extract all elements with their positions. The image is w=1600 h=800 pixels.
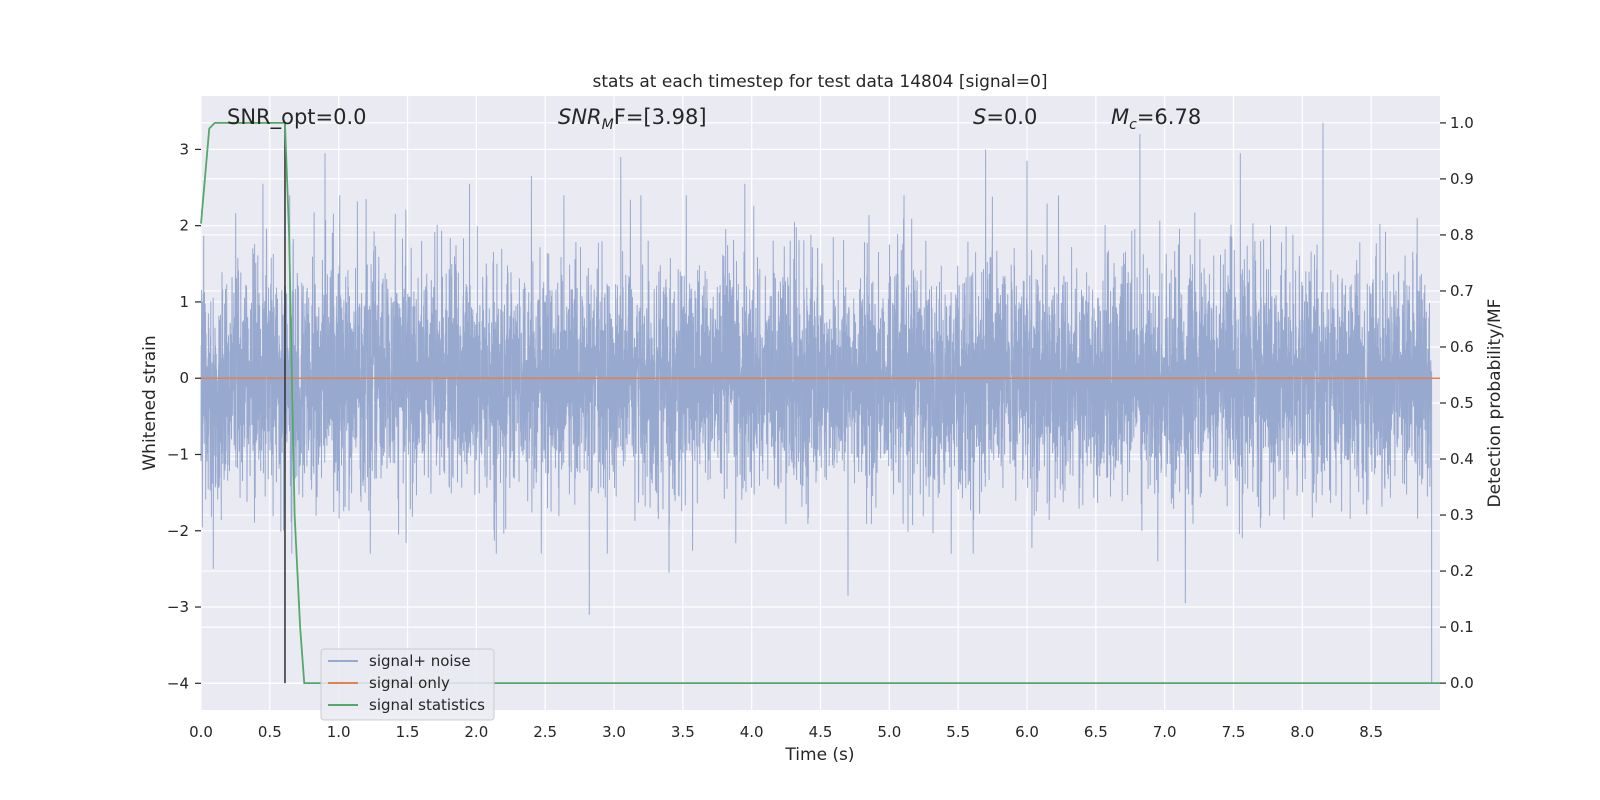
annotation-snr-opt: SNR_opt=0.0 <box>227 105 367 130</box>
x-tick-label: 5.0 <box>877 723 901 741</box>
x-axis-label: Time (s) <box>784 745 854 765</box>
x-tick-label: 2.0 <box>464 723 488 741</box>
y-axis-right: 1.0 0.9 0.8 0.7 0.6 0.5 0.4 0.3 0.2 0.1 0.0 <box>1440 114 1474 692</box>
y-tick-label: −3 <box>167 598 189 616</box>
y-right-tick-label: 0.7 <box>1450 282 1474 300</box>
x-tick-label: 6.0 <box>1015 723 1039 741</box>
y-tick-label: −2 <box>167 522 189 540</box>
annotation-s: S=0.0 <box>973 105 1037 129</box>
y-tick-label: −4 <box>167 674 189 692</box>
y-right-tick-label: 1.0 <box>1450 114 1474 132</box>
x-tick-label: 1.5 <box>396 723 420 741</box>
y-right-tick-label: 0.3 <box>1450 506 1474 524</box>
y-tick-label: 1 <box>179 293 189 311</box>
y-tick-label: 0 <box>179 369 189 387</box>
annotation-mc-rest: =6.78 <box>1137 105 1201 129</box>
x-tick-label: 3.0 <box>602 723 626 741</box>
series-signal-noise-line <box>200 122 1433 684</box>
x-tick-label: 4.0 <box>740 723 764 741</box>
legend-label-signal-statistics: signal statistics <box>369 696 485 714</box>
annotation-mc: Mc=6.78 <box>1111 105 1201 133</box>
legend-box <box>320 648 495 721</box>
x-axis: 0.0 0.5 1.0 1.5 2.0 2.5 3.0 3.5 4.0 4.5 5.0 5.5 6.0 6… <box>189 723 1383 741</box>
y-right-tick-label: 0.4 <box>1450 450 1474 468</box>
y-right-tick-label: 0.2 <box>1450 562 1474 580</box>
x-tick-label: 0.0 <box>189 723 213 741</box>
legend: signal+ noise signal only signal statist… <box>320 648 495 721</box>
y-axis-label: Whitened strain <box>140 335 160 470</box>
legend-label-signal-noise: signal+ noise <box>369 652 471 670</box>
annotation-s-italic: S <box>973 105 986 129</box>
legend-label-signal-only: signal only <box>369 674 450 692</box>
annotation-snr-mf: SNRMF=[3.98] <box>558 105 707 133</box>
y-right-tick-label: 0.9 <box>1450 170 1474 188</box>
y-tick-label: 3 <box>179 140 189 158</box>
x-tick-label: 0.5 <box>258 723 282 741</box>
x-tick-label: 5.5 <box>946 723 970 741</box>
x-tick-label: 7.5 <box>1222 723 1246 741</box>
annotation-snr-mf-sub: M <box>602 117 614 133</box>
x-tick-label: 8.5 <box>1359 723 1383 741</box>
x-tick-label: 4.5 <box>809 723 833 741</box>
x-tick-label: 8.0 <box>1290 723 1314 741</box>
x-tick-label: 2.5 <box>533 723 557 741</box>
y-right-tick-label: 0.5 <box>1450 394 1474 412</box>
y-axis-left: 3 2 1 0 −1 −2 −3 −4 <box>167 140 201 692</box>
annotation-mc-base: M <box>1111 105 1129 129</box>
y-right-tick-label: 0.0 <box>1450 674 1474 692</box>
x-tick-label: 6.5 <box>1084 723 1108 741</box>
y-right-tick-label: 0.1 <box>1450 618 1474 636</box>
x-tick-label: 3.5 <box>671 723 695 741</box>
annotation-snr-mf-rest: F=[3.98] <box>614 105 707 129</box>
x-tick-label: 1.0 <box>327 723 351 741</box>
annotation-s-rest: =0.0 <box>986 105 1037 129</box>
series-signal-statistics-line <box>200 121 1440 685</box>
y-axis-right-label: Detection probability/MF <box>1485 299 1505 508</box>
x-tick-label: 7.0 <box>1153 723 1177 741</box>
annotation-snr-mf-base: SNR <box>558 105 602 129</box>
y-tick-label: −1 <box>167 445 189 463</box>
annotation-mc-sub: c <box>1129 117 1137 133</box>
series-layer <box>200 121 1440 685</box>
chart-title: stats at each timestep for test data 148… <box>593 72 1048 92</box>
y-right-tick-label: 0.6 <box>1450 338 1474 356</box>
y-right-tick-label: 0.8 <box>1450 226 1474 244</box>
y-tick-label: 2 <box>179 217 189 235</box>
